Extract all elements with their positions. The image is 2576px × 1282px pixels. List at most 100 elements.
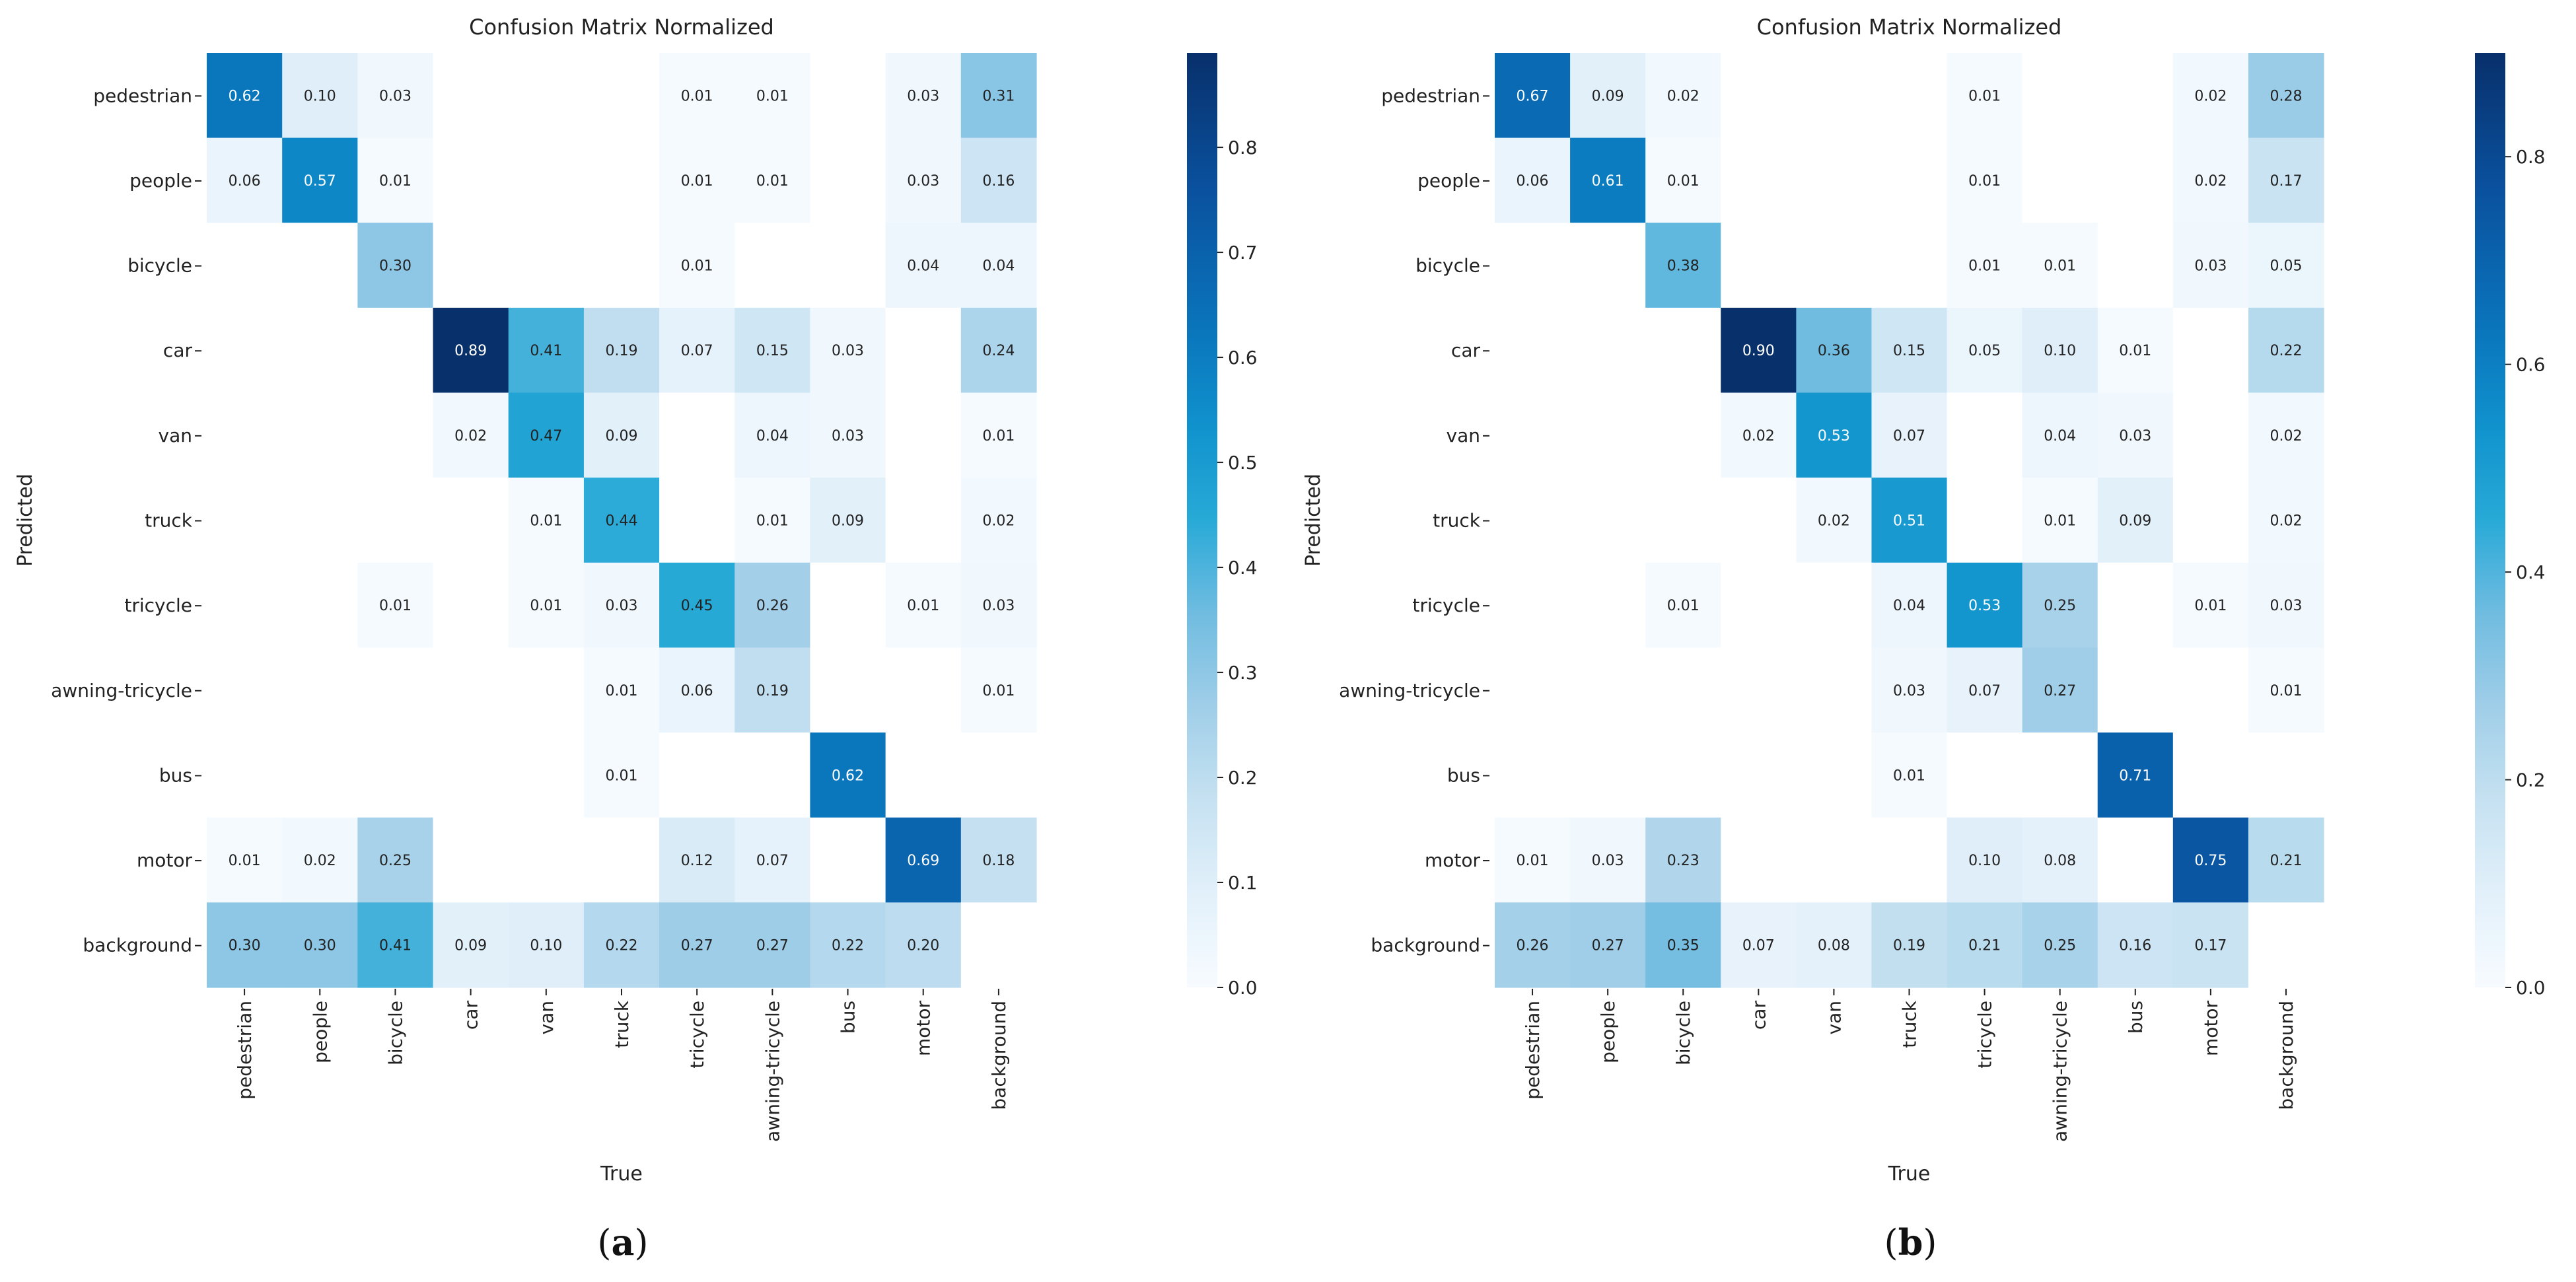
heatmap-cell-van-motor (885, 392, 962, 478)
y-tick-label: car (163, 339, 193, 361)
cell-value-label: 0.01 (1517, 853, 1549, 869)
heatmap-cell-bicycle-van (1796, 223, 1873, 308)
heatmap-cell-motor-car (1721, 817, 1797, 903)
cell-value-label: 0.41 (530, 343, 562, 359)
heatmap-cell-pedestrian-tricycle (659, 53, 735, 139)
heatmap-cell-van-people (1570, 392, 1646, 478)
heatmap-cell-truck-van (1796, 478, 1873, 563)
y-tick-label: truck (145, 510, 193, 532)
heatmap-cell-car-bus (2097, 307, 2174, 394)
heatmap-cell-bicycle-truck (1871, 223, 1948, 308)
heatmap-cell-people-bicycle (1645, 137, 1721, 223)
heatmap-cell-bus-awning-tricycle (734, 732, 811, 818)
heatmap-cells: 0.67 0.09 0.02 0.01 0.02 0.28 0.06 0.61 0.01 0.01… (1495, 53, 2324, 988)
heatmap-cell-pedestrian-bus (2097, 53, 2174, 139)
heatmap-cell-bicycle-awning-tricycle (734, 223, 811, 308)
colorbar-tick-label: 0.1 (1228, 872, 1258, 894)
heatmap-cell-awning-tricycle-motor (2172, 647, 2249, 733)
heatmap-cell-van-bicycle (357, 392, 434, 478)
cell-value-label: 0.26 (1517, 938, 1549, 954)
colorbar: 0.0 0.2 0.4 0.6 0.8 (2475, 53, 2546, 999)
heatmap-cell-tricycle-awning-tricycle (734, 562, 811, 649)
cell-value-label: 0.01 (756, 88, 789, 104)
heatmap-cell-truck-tricycle (1947, 478, 2023, 563)
heatmap-cell-people-car (433, 137, 509, 223)
cell-value-label: 0.10 (2044, 343, 2076, 359)
cell-value-label: 0.18 (982, 853, 1015, 869)
cell-value-label: 0.01 (2044, 513, 2076, 530)
heatmap-cell-bus-people (282, 732, 358, 818)
cell-value-label: 0.16 (2119, 938, 2151, 954)
heatmap-cell-background-tricycle (1947, 902, 2023, 988)
y-tick-label: motor (1425, 849, 1481, 871)
cell-value-label: 0.27 (756, 938, 789, 954)
y-tick-label: motor (137, 849, 193, 871)
y-tick-label: background (83, 935, 192, 956)
cell-value-label: 0.67 (1517, 88, 1549, 104)
heatmap-cell-awning-tricycle-people (282, 647, 358, 733)
heatmap-cell-bicycle-pedestrian (1495, 223, 1571, 308)
cell-value-label: 0.41 (379, 938, 411, 954)
heatmap-cell-people-bicycle (357, 137, 434, 223)
cell-value-label: 0.02 (982, 513, 1015, 530)
heatmap-cell-truck-people (282, 478, 358, 563)
cell-value-label: 0.90 (1742, 343, 1775, 359)
x-tick-label: people (309, 1001, 331, 1063)
cell-value-label: 0.01 (1968, 258, 2001, 275)
x-tick-label: people (1597, 1001, 1619, 1063)
y-tick-label: van (159, 425, 192, 446)
cell-value-label: 0.19 (1893, 938, 1925, 954)
heatmap-cell-pedestrian-people (282, 53, 358, 139)
cell-value-label: 0.21 (2270, 853, 2302, 869)
heatmap-cell-awning-tricycle-truck (583, 647, 660, 733)
cell-value-label: 0.26 (756, 598, 789, 614)
heatmap-cell-car-motor (885, 307, 962, 394)
heatmap-cell-background-tricycle (659, 902, 735, 988)
heatmap-cell-bicycle-tricycle (659, 223, 735, 308)
cell-value-label: 0.25 (2044, 598, 2076, 614)
y-tick-label: van (1447, 425, 1480, 446)
colorbar-tick-label: 0.4 (1228, 557, 1258, 579)
heatmap-cell-bus-bus (2097, 732, 2174, 818)
cell-value-label: 0.15 (756, 343, 789, 359)
cell-value-label: 0.01 (1968, 173, 2001, 190)
cell-value-label: 0.15 (1893, 343, 1925, 359)
heatmap-cell-motor-awning-tricycle (734, 817, 811, 903)
heatmap-cell-bicycle-background (960, 223, 1037, 308)
heatmap-cell-truck-car (433, 478, 509, 563)
cell-value-label: 0.01 (907, 598, 939, 614)
colorbar-tick-label: 0.8 (1228, 137, 1258, 159)
cell-value-label: 0.01 (2194, 598, 2227, 614)
heatmap-cell-bus-car (1721, 732, 1797, 818)
heatmap-cell-car-tricycle (1947, 307, 2023, 394)
cell-value-label: 0.07 (756, 853, 789, 869)
heatmap-cell-tricycle-bicycle (1645, 562, 1721, 649)
heatmap-cell-car-car (1721, 307, 1797, 394)
cell-value-label: 0.03 (832, 428, 864, 445)
heatmap-cell-motor-awning-tricycle (2022, 817, 2098, 903)
y-tick-label: awning-tricycle (51, 680, 192, 701)
cell-value-label: 0.38 (1667, 258, 1699, 275)
heatmap-cell-people-background (2248, 137, 2324, 223)
heatmap-cell-people-awning-tricycle (2022, 137, 2098, 223)
cell-value-label: 0.02 (2270, 428, 2302, 445)
y-tick-label: background (1371, 935, 1480, 956)
heatmap-cell-bus-tricycle (1947, 732, 2023, 818)
cell-value-label: 0.05 (2270, 258, 2302, 275)
heatmap-cell-awning-tricycle-awning-tricycle (734, 647, 811, 733)
heatmap-cell-awning-tricycle-bus (2097, 647, 2174, 733)
colorbar-tick-label: 0.6 (1228, 347, 1258, 369)
heatmap-cell-tricycle-people (1570, 562, 1646, 649)
heatmap-cell-people-people (1570, 137, 1646, 223)
heatmap-cell-bicycle-pedestrian (207, 223, 283, 308)
y-tick-label: awning-tricycle (1339, 680, 1480, 701)
cell-value-label: 0.01 (2044, 258, 2076, 275)
heatmap-cell-car-van (508, 307, 585, 394)
y-tick-label: truck (1433, 510, 1481, 532)
cell-value-label: 0.28 (2270, 88, 2302, 104)
heatmap-cell-people-pedestrian (1495, 137, 1571, 223)
cell-value-label: 0.04 (756, 428, 789, 445)
heatmap-cell-awning-tricycle-truck (1871, 647, 1948, 733)
heatmap-cell-background-awning-tricycle (734, 902, 811, 988)
